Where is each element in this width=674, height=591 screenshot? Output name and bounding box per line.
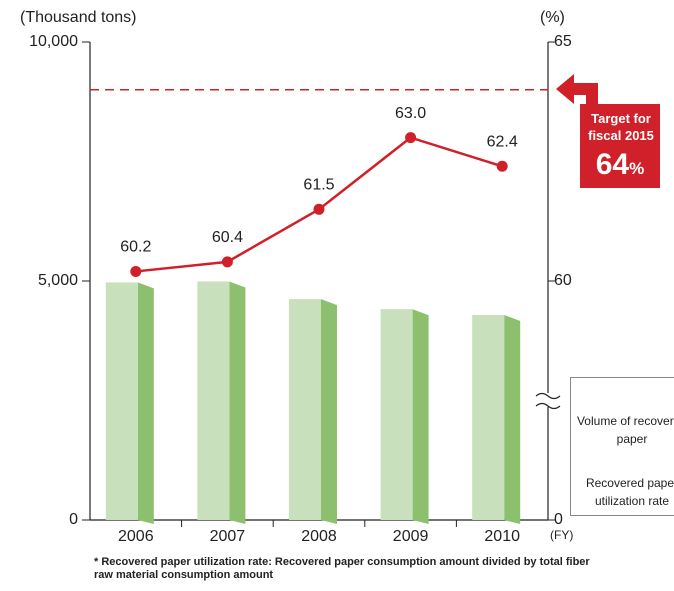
y2-axis-label: (%) xyxy=(540,9,565,26)
bar-side xyxy=(504,314,521,524)
legend-label: Recovered paper utilization rate xyxy=(585,476,674,508)
y-tick-label: 10,000 xyxy=(29,33,78,50)
axis-break xyxy=(535,392,561,410)
bar xyxy=(105,282,138,520)
target-value: 64 xyxy=(595,148,630,181)
y-axis-label: (Thousand tons) xyxy=(20,9,137,26)
bar-side xyxy=(229,281,246,524)
x-tick-label: 2007 xyxy=(210,528,246,545)
bar-side xyxy=(137,282,154,524)
line-point xyxy=(405,132,417,144)
bar xyxy=(197,281,230,520)
target-arrow xyxy=(556,74,598,106)
x-tick-label: 2006 xyxy=(118,528,154,545)
line-point xyxy=(496,160,508,172)
x-tick-label: 2010 xyxy=(484,528,520,545)
data-label: 60.2 xyxy=(120,239,151,256)
target-value-wrap: 64% xyxy=(580,148,660,182)
bar-side xyxy=(321,299,337,524)
y-tick-label: 0 xyxy=(69,511,78,528)
bar xyxy=(472,314,505,520)
bar xyxy=(380,309,413,520)
data-label: 62.4 xyxy=(487,133,518,150)
data-label: 63.0 xyxy=(395,105,426,122)
x-tick-label: 2008 xyxy=(301,528,337,545)
y2-tick-label: 0 xyxy=(554,511,563,528)
target-unit: % xyxy=(629,159,645,178)
y-tick-label: 5,000 xyxy=(38,272,78,289)
bar xyxy=(289,299,321,520)
legend xyxy=(570,377,674,516)
y2-tick-label: 60 xyxy=(554,272,572,289)
y2-tick-label: 65 xyxy=(554,33,572,50)
bar-side xyxy=(412,309,429,524)
line-point xyxy=(130,265,142,277)
legend-label: Volume of recovered paper xyxy=(576,414,674,446)
x-tick-label: 2009 xyxy=(393,528,429,545)
line-point xyxy=(313,203,325,215)
data-label: 61.5 xyxy=(303,177,334,194)
footnote: * Recovered paper utilization rate: Reco… xyxy=(94,556,590,581)
x-unit-label: (FY) xyxy=(550,528,573,542)
line-point xyxy=(221,256,233,268)
target-box xyxy=(580,104,660,188)
target-label: Target for fiscal 2015 xyxy=(588,111,654,143)
data-label: 60.4 xyxy=(212,229,243,246)
axis-break-gap xyxy=(536,393,560,407)
